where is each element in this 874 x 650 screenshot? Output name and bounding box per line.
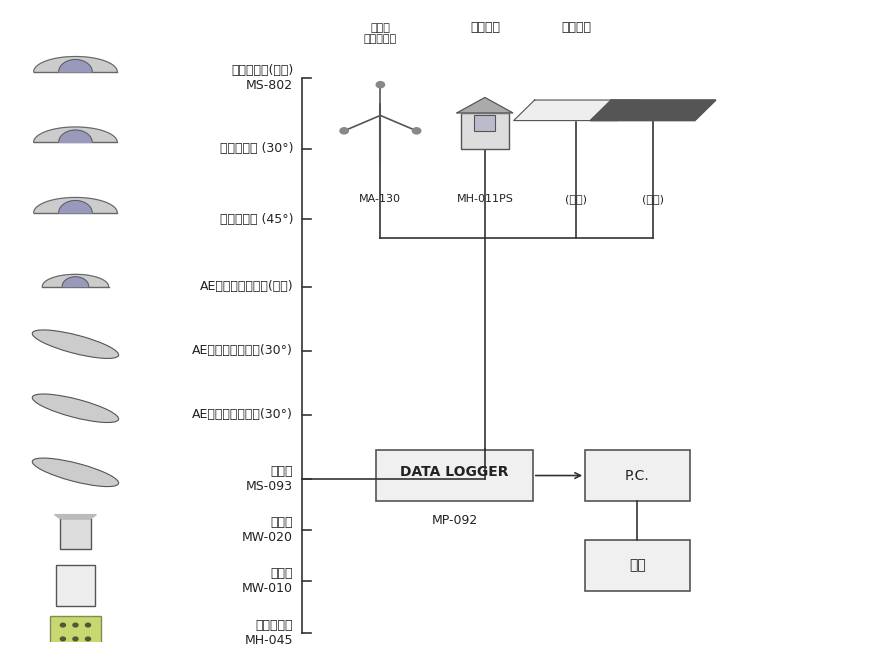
- Polygon shape: [54, 515, 96, 519]
- Text: 초음파
풍량풍속계: 초음파 풍량풍속계: [364, 23, 397, 44]
- Polygon shape: [42, 274, 108, 287]
- Text: (백색): (백색): [565, 194, 587, 203]
- Polygon shape: [33, 198, 117, 213]
- Bar: [59, 519, 91, 549]
- Text: 전천일사계 (45°): 전천일사계 (45°): [219, 213, 294, 226]
- Text: 판넬온도: 판넬온도: [561, 21, 592, 34]
- Text: 우량계
MW-010: 우량계 MW-010: [242, 567, 294, 595]
- Circle shape: [86, 637, 91, 641]
- Circle shape: [73, 623, 78, 627]
- Circle shape: [376, 82, 385, 88]
- Bar: [376, 450, 533, 501]
- Text: MH-011PS: MH-011PS: [456, 194, 513, 203]
- Circle shape: [60, 623, 66, 627]
- Text: MA-130: MA-130: [359, 194, 401, 203]
- Circle shape: [340, 128, 349, 134]
- Text: MP-092: MP-092: [431, 514, 477, 527]
- Text: AE타입적외방사계(30°): AE타입적외방사계(30°): [192, 408, 294, 421]
- Text: (흑색): (흑색): [642, 194, 664, 203]
- Bar: [56, 565, 95, 606]
- Bar: [585, 450, 690, 501]
- Text: AE타입적외방사계(30°): AE타입적외방사계(30°): [192, 344, 294, 357]
- Ellipse shape: [32, 330, 119, 358]
- Polygon shape: [590, 100, 716, 120]
- Bar: [461, 113, 510, 149]
- Polygon shape: [33, 57, 117, 72]
- Circle shape: [60, 637, 66, 641]
- Polygon shape: [457, 98, 513, 113]
- Text: 일조계
MS-093: 일조계 MS-093: [246, 465, 294, 493]
- Polygon shape: [59, 130, 92, 142]
- Circle shape: [73, 637, 78, 641]
- Polygon shape: [62, 277, 88, 287]
- Circle shape: [413, 128, 420, 134]
- Text: 전천일사계(수평)
MS-802: 전천일사계(수평) MS-802: [231, 64, 294, 92]
- Text: 강우계
MW-020: 강우계 MW-020: [242, 516, 294, 544]
- Text: 출력: 출력: [629, 558, 646, 572]
- Polygon shape: [514, 100, 639, 120]
- Ellipse shape: [32, 394, 119, 422]
- Polygon shape: [33, 127, 117, 142]
- Bar: [51, 616, 101, 650]
- Text: 결로수지기
MH-045: 결로수지기 MH-045: [245, 619, 294, 647]
- Text: AE타입적외방사계(수평): AE타입적외방사계(수평): [199, 280, 294, 293]
- Polygon shape: [59, 201, 92, 213]
- Bar: [585, 540, 690, 591]
- Polygon shape: [59, 60, 92, 72]
- Text: 온습도계: 온습도계: [470, 21, 500, 34]
- Ellipse shape: [32, 458, 119, 487]
- Text: DATA LOGGER: DATA LOGGER: [400, 465, 509, 479]
- Text: 전천일사계 (30°): 전천일사계 (30°): [219, 142, 294, 155]
- Text: P.C.: P.C.: [625, 469, 649, 482]
- Bar: [475, 116, 496, 131]
- Circle shape: [86, 623, 91, 627]
